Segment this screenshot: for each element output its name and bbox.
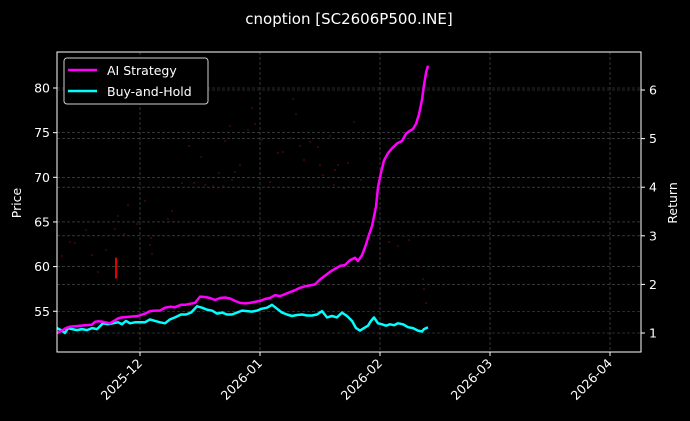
svg-text:70: 70: [34, 170, 50, 185]
x-axis: 2025-12 2026-01 2026-02 2026-03 2026-04: [98, 352, 616, 404]
svg-text:2025-12: 2025-12: [98, 356, 146, 404]
legend-label-buy-and-hold: Buy-and-Hold: [107, 84, 192, 99]
svg-text:60: 60: [34, 259, 50, 274]
right-axis: 1 2 3 4 5 6: [641, 83, 657, 341]
plot-frame: [56, 51, 642, 353]
svg-text:55: 55: [34, 304, 50, 319]
series-lines: [56, 65, 430, 335]
svg-text:2026-02: 2026-02: [338, 356, 386, 404]
svg-text:2026-04: 2026-04: [568, 355, 616, 403]
price-scatter-points: [61, 98, 427, 304]
svg-text:80: 80: [34, 81, 50, 96]
legend: AI Strategy Buy-and-Hold: [63, 57, 209, 105]
svg-text:1: 1: [649, 326, 657, 341]
svg-text:2: 2: [649, 277, 657, 292]
svg-text:3: 3: [649, 228, 657, 243]
y2-axis-label: Return: [665, 182, 680, 223]
svg-text:75: 75: [34, 125, 50, 140]
svg-text:5: 5: [649, 131, 657, 146]
svg-text:4: 4: [649, 180, 657, 195]
y-axis-label: Price: [9, 187, 24, 218]
svg-text:6: 6: [649, 83, 657, 98]
chart-title: cnoption [SC2606P500.INE]: [245, 10, 452, 28]
svg-text:2026-01: 2026-01: [218, 356, 266, 404]
legend-label-ai-strategy: AI Strategy: [107, 63, 177, 78]
svg-text:2026-03: 2026-03: [448, 356, 496, 404]
svg-text:65: 65: [34, 214, 50, 229]
left-axis: 55 60 65 70 75 80: [34, 81, 57, 319]
legend-box: [63, 57, 209, 105]
